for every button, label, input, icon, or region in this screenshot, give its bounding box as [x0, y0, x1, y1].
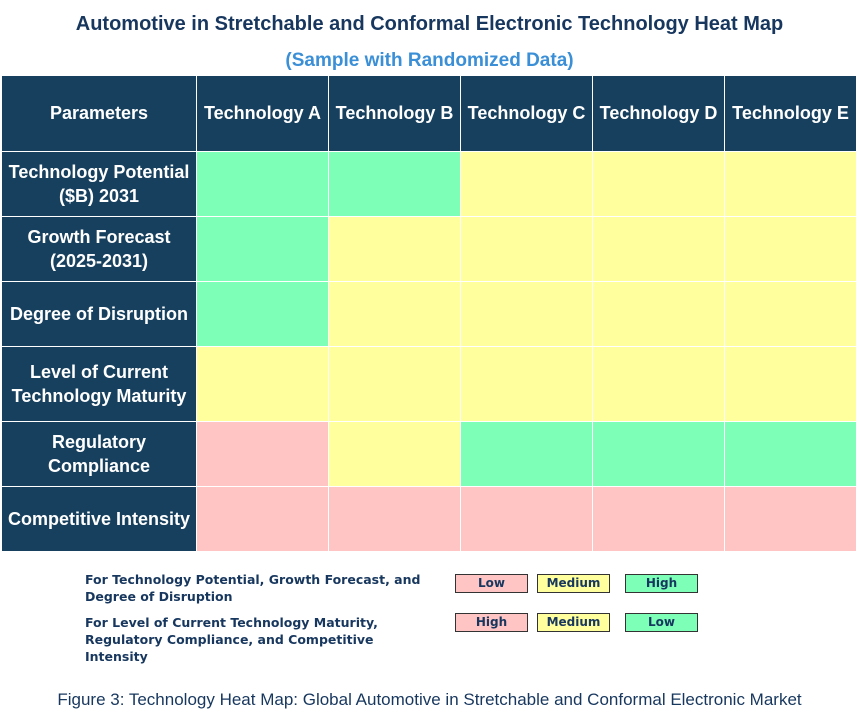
heatmap-cell	[724, 486, 857, 552]
heatmap-cell	[460, 281, 593, 347]
legend-chip: High	[625, 574, 698, 593]
heatmap-cell	[724, 421, 857, 487]
heatmap-cell	[196, 281, 329, 347]
heatmap-header-row: Parameters Technology A Technology B Tec…	[1, 75, 857, 152]
heatmap-cell	[328, 421, 461, 487]
heatmap-cell	[724, 151, 857, 217]
legend-chip: Low	[625, 613, 698, 632]
column-header: Technology B	[328, 75, 461, 152]
heatmap-cell	[460, 216, 593, 282]
heatmap-row: Growth Forecast (2025-2031)	[1, 216, 857, 282]
column-header: Technology C	[460, 75, 593, 152]
figure-caption: Figure 3: Technology Heat Map: Global Au…	[57, 690, 802, 709]
column-header: Technology A	[196, 75, 329, 152]
heatmap-cell	[328, 151, 461, 217]
legend-chip: Medium	[537, 613, 610, 632]
corner-label: Parameters	[1, 75, 197, 152]
heatmap-cell	[592, 216, 725, 282]
column-header: Technology E	[724, 75, 857, 152]
heatmap-cell	[592, 421, 725, 487]
heatmap-cell	[196, 151, 329, 217]
heatmap-cell	[592, 486, 725, 552]
heatmap-cell	[724, 346, 857, 422]
heatmap-row: Regulatory Compliance	[1, 421, 857, 487]
row-label: Degree of Disruption	[1, 281, 197, 347]
heatmap-table: Parameters Technology A Technology B Tec…	[1, 75, 857, 552]
heatmap-cell	[196, 486, 329, 552]
row-label: Regulatory Compliance	[1, 421, 197, 487]
column-header: Technology D	[592, 75, 725, 152]
heatmap-cell	[328, 281, 461, 347]
heatmap-cell	[592, 151, 725, 217]
heatmap-cell	[328, 216, 461, 282]
row-label: Competitive Intensity	[1, 486, 197, 552]
row-label: Level of Current Technology Maturity	[1, 346, 197, 422]
legend-text-1: For Technology Potential, Growth Forecas…	[85, 572, 421, 604]
heatmap-cell	[328, 486, 461, 552]
heatmap-cell	[328, 346, 461, 422]
legend-text-2: For Level of Current Technology Maturity…	[85, 615, 378, 664]
heatmap-row: Competitive Intensity	[1, 486, 857, 552]
heatmap-cell	[460, 151, 593, 217]
heatmap-cell	[460, 421, 593, 487]
legend-chip: Medium	[537, 574, 610, 593]
row-label: Technology Potential ($B) 2031	[1, 151, 197, 217]
heatmap-cell	[592, 281, 725, 347]
heatmap-row: Level of Current Technology Maturity	[1, 346, 857, 422]
heatmap-cell	[460, 486, 593, 552]
chart-title: Automotive in Stretchable and Conformal …	[75, 13, 784, 35]
heatmap-cell	[460, 346, 593, 422]
heatmap-cell	[724, 281, 857, 347]
row-label: Growth Forecast (2025-2031)	[1, 216, 197, 282]
legend-chip: Low	[455, 574, 528, 593]
heatmap-row: Technology Potential ($B) 2031	[1, 151, 857, 217]
heatmap-cell	[724, 216, 857, 282]
heatmap-row: Degree of Disruption	[1, 281, 857, 347]
chart-subtitle: (Sample with Randomized Data)	[285, 50, 574, 71]
heatmap-cell	[196, 346, 329, 422]
legend-chip: High	[455, 613, 528, 632]
heatmap-cell	[196, 421, 329, 487]
heatmap-cell	[592, 346, 725, 422]
heatmap-cell	[196, 216, 329, 282]
